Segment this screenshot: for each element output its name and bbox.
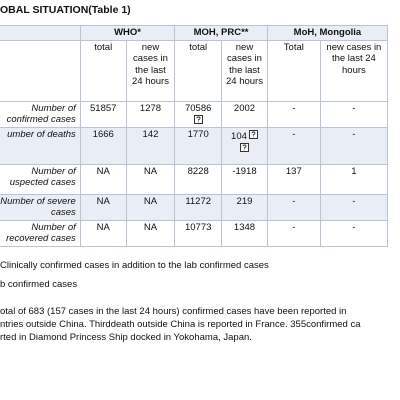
cell: 1 bbox=[319, 163, 389, 195]
cell: - bbox=[319, 219, 389, 247]
broken-image-icon bbox=[248, 129, 258, 139]
cell-value: 1 bbox=[351, 165, 357, 177]
broken-image-icon bbox=[239, 143, 249, 152]
row-label: Number of severe cases bbox=[0, 193, 81, 221]
data-row: umber of deaths 1666 142 1770 104 - - bbox=[0, 126, 389, 165]
cell-value: - bbox=[292, 102, 296, 114]
broken-image-icon bbox=[193, 115, 203, 124]
group-header: MOH, PRC** bbox=[174, 25, 268, 41]
cell-value: NA bbox=[96, 195, 110, 207]
corner-cell bbox=[0, 25, 81, 41]
cell: NA bbox=[79, 193, 127, 221]
cell-value: 1666 bbox=[92, 128, 114, 140]
row-label: Number of recovered cases bbox=[0, 219, 81, 247]
cell-value: NA bbox=[96, 221, 110, 233]
cell-value: NA bbox=[143, 195, 158, 207]
cell-value: 2002 bbox=[233, 102, 256, 114]
row-label: Number of uspected cases bbox=[0, 163, 81, 195]
cell-value: 1348 bbox=[233, 221, 256, 233]
data-row: Number of confirmed cases 51857 1278 70586 2… bbox=[0, 100, 389, 128]
situation-table: WHO* MOH, PRC** MoH, Mongolia total new case… bbox=[0, 25, 389, 247]
footnote: b confirmed cases bbox=[0, 279, 78, 290]
group-header: WHO* bbox=[79, 25, 176, 41]
cell: - bbox=[319, 100, 389, 128]
data-row: Number of recovered cases NA NA 10773 1348 - - bbox=[0, 219, 389, 247]
cell: 137 bbox=[266, 163, 321, 195]
cell: 1770 bbox=[174, 126, 223, 165]
cell: 1278 bbox=[125, 100, 176, 128]
cell: 51857 bbox=[79, 100, 127, 128]
header-row: WHO* MOH, PRC** MoH, Mongolia bbox=[0, 25, 389, 41]
row-label: umber of deaths bbox=[0, 126, 81, 165]
paragraph-line: ntries outside China. Thirddeath outside… bbox=[0, 319, 361, 330]
subheader: total bbox=[174, 39, 223, 102]
cell: 2002 bbox=[221, 100, 268, 128]
corner-cell bbox=[0, 39, 81, 102]
data-row: Number of severe cases NA NA 11272 219 - - bbox=[0, 193, 389, 221]
cell-value: NA bbox=[96, 165, 110, 177]
cell-value: 104 bbox=[231, 130, 247, 142]
cell-value: 219 bbox=[236, 195, 253, 207]
cell: NA bbox=[125, 219, 176, 247]
cell: 104 bbox=[221, 126, 268, 165]
cell-value: 11272 bbox=[185, 195, 212, 207]
cell-value: 1770 bbox=[187, 128, 209, 140]
cell: 70586 bbox=[174, 100, 223, 128]
subheader: new cases in the last 24 hours bbox=[319, 39, 389, 102]
cell: NA bbox=[125, 193, 176, 221]
data-row: Number of uspected cases NA NA 8228 -1918 137… bbox=[0, 163, 389, 195]
cell: 142 bbox=[125, 126, 176, 165]
subheader-row: total new cases in the last 24 hours total… bbox=[0, 39, 389, 102]
cell-value: 137 bbox=[285, 165, 302, 177]
cell: - bbox=[319, 126, 389, 165]
cell: 1666 bbox=[79, 126, 127, 165]
cell: 1348 bbox=[221, 219, 268, 247]
cell: - bbox=[266, 193, 321, 221]
cell: NA bbox=[79, 163, 127, 195]
cell-value: - bbox=[352, 221, 356, 233]
cell-value: 70586 bbox=[184, 102, 212, 114]
cell-value: NA bbox=[143, 221, 158, 233]
icon-glyph bbox=[251, 131, 256, 137]
title: OBAL SITUATION(Table 1) bbox=[0, 4, 131, 16]
cell-value: - bbox=[292, 195, 296, 207]
icon-glyph bbox=[242, 144, 247, 151]
subheader: new cases in the last 24 hours bbox=[125, 39, 176, 102]
cell-value: 1278 bbox=[139, 102, 162, 114]
row-label: Number of confirmed cases bbox=[0, 100, 81, 128]
cell-value: - bbox=[352, 102, 356, 114]
paragraph-line: otal of 683 (157 cases in the last 24 ho… bbox=[0, 306, 347, 317]
subheader: total bbox=[79, 39, 127, 102]
cell: - bbox=[319, 193, 389, 221]
cell: NA bbox=[125, 163, 176, 195]
cell: - bbox=[266, 100, 321, 128]
cell-value: - bbox=[292, 128, 296, 140]
cell-value: 51857 bbox=[90, 102, 117, 114]
cell: -1918 bbox=[221, 163, 268, 195]
subheader: Total bbox=[266, 39, 321, 102]
cell: 8228 bbox=[174, 163, 223, 195]
cell-value: - bbox=[352, 195, 356, 207]
cell-value: 10773 bbox=[184, 221, 212, 233]
cell: - bbox=[266, 126, 321, 165]
cell-value: -1918 bbox=[232, 165, 257, 177]
footnote: Clinically confirmed cases in addition t… bbox=[0, 260, 269, 271]
cell-value: - bbox=[292, 221, 296, 233]
subheader: new cases in the last 24 hours bbox=[221, 39, 268, 102]
cell-value: 142 bbox=[142, 128, 159, 140]
group-header: MoH, Mongolia bbox=[266, 25, 389, 41]
cell-value: NA bbox=[143, 165, 158, 177]
icon-glyph bbox=[196, 116, 201, 123]
cell: 219 bbox=[221, 193, 268, 221]
table-body: WHO* MOH, PRC** MoH, Mongolia total new case… bbox=[0, 25, 389, 247]
cell-value: - bbox=[352, 128, 356, 140]
cell-value: 8228 bbox=[187, 165, 209, 177]
cell: NA bbox=[79, 219, 127, 247]
cell: 10773 bbox=[174, 219, 223, 247]
cell: 11272 bbox=[174, 193, 223, 221]
cell: - bbox=[266, 219, 321, 247]
paragraph-line: rted in Diamond Princess Ship docked in … bbox=[0, 332, 252, 343]
